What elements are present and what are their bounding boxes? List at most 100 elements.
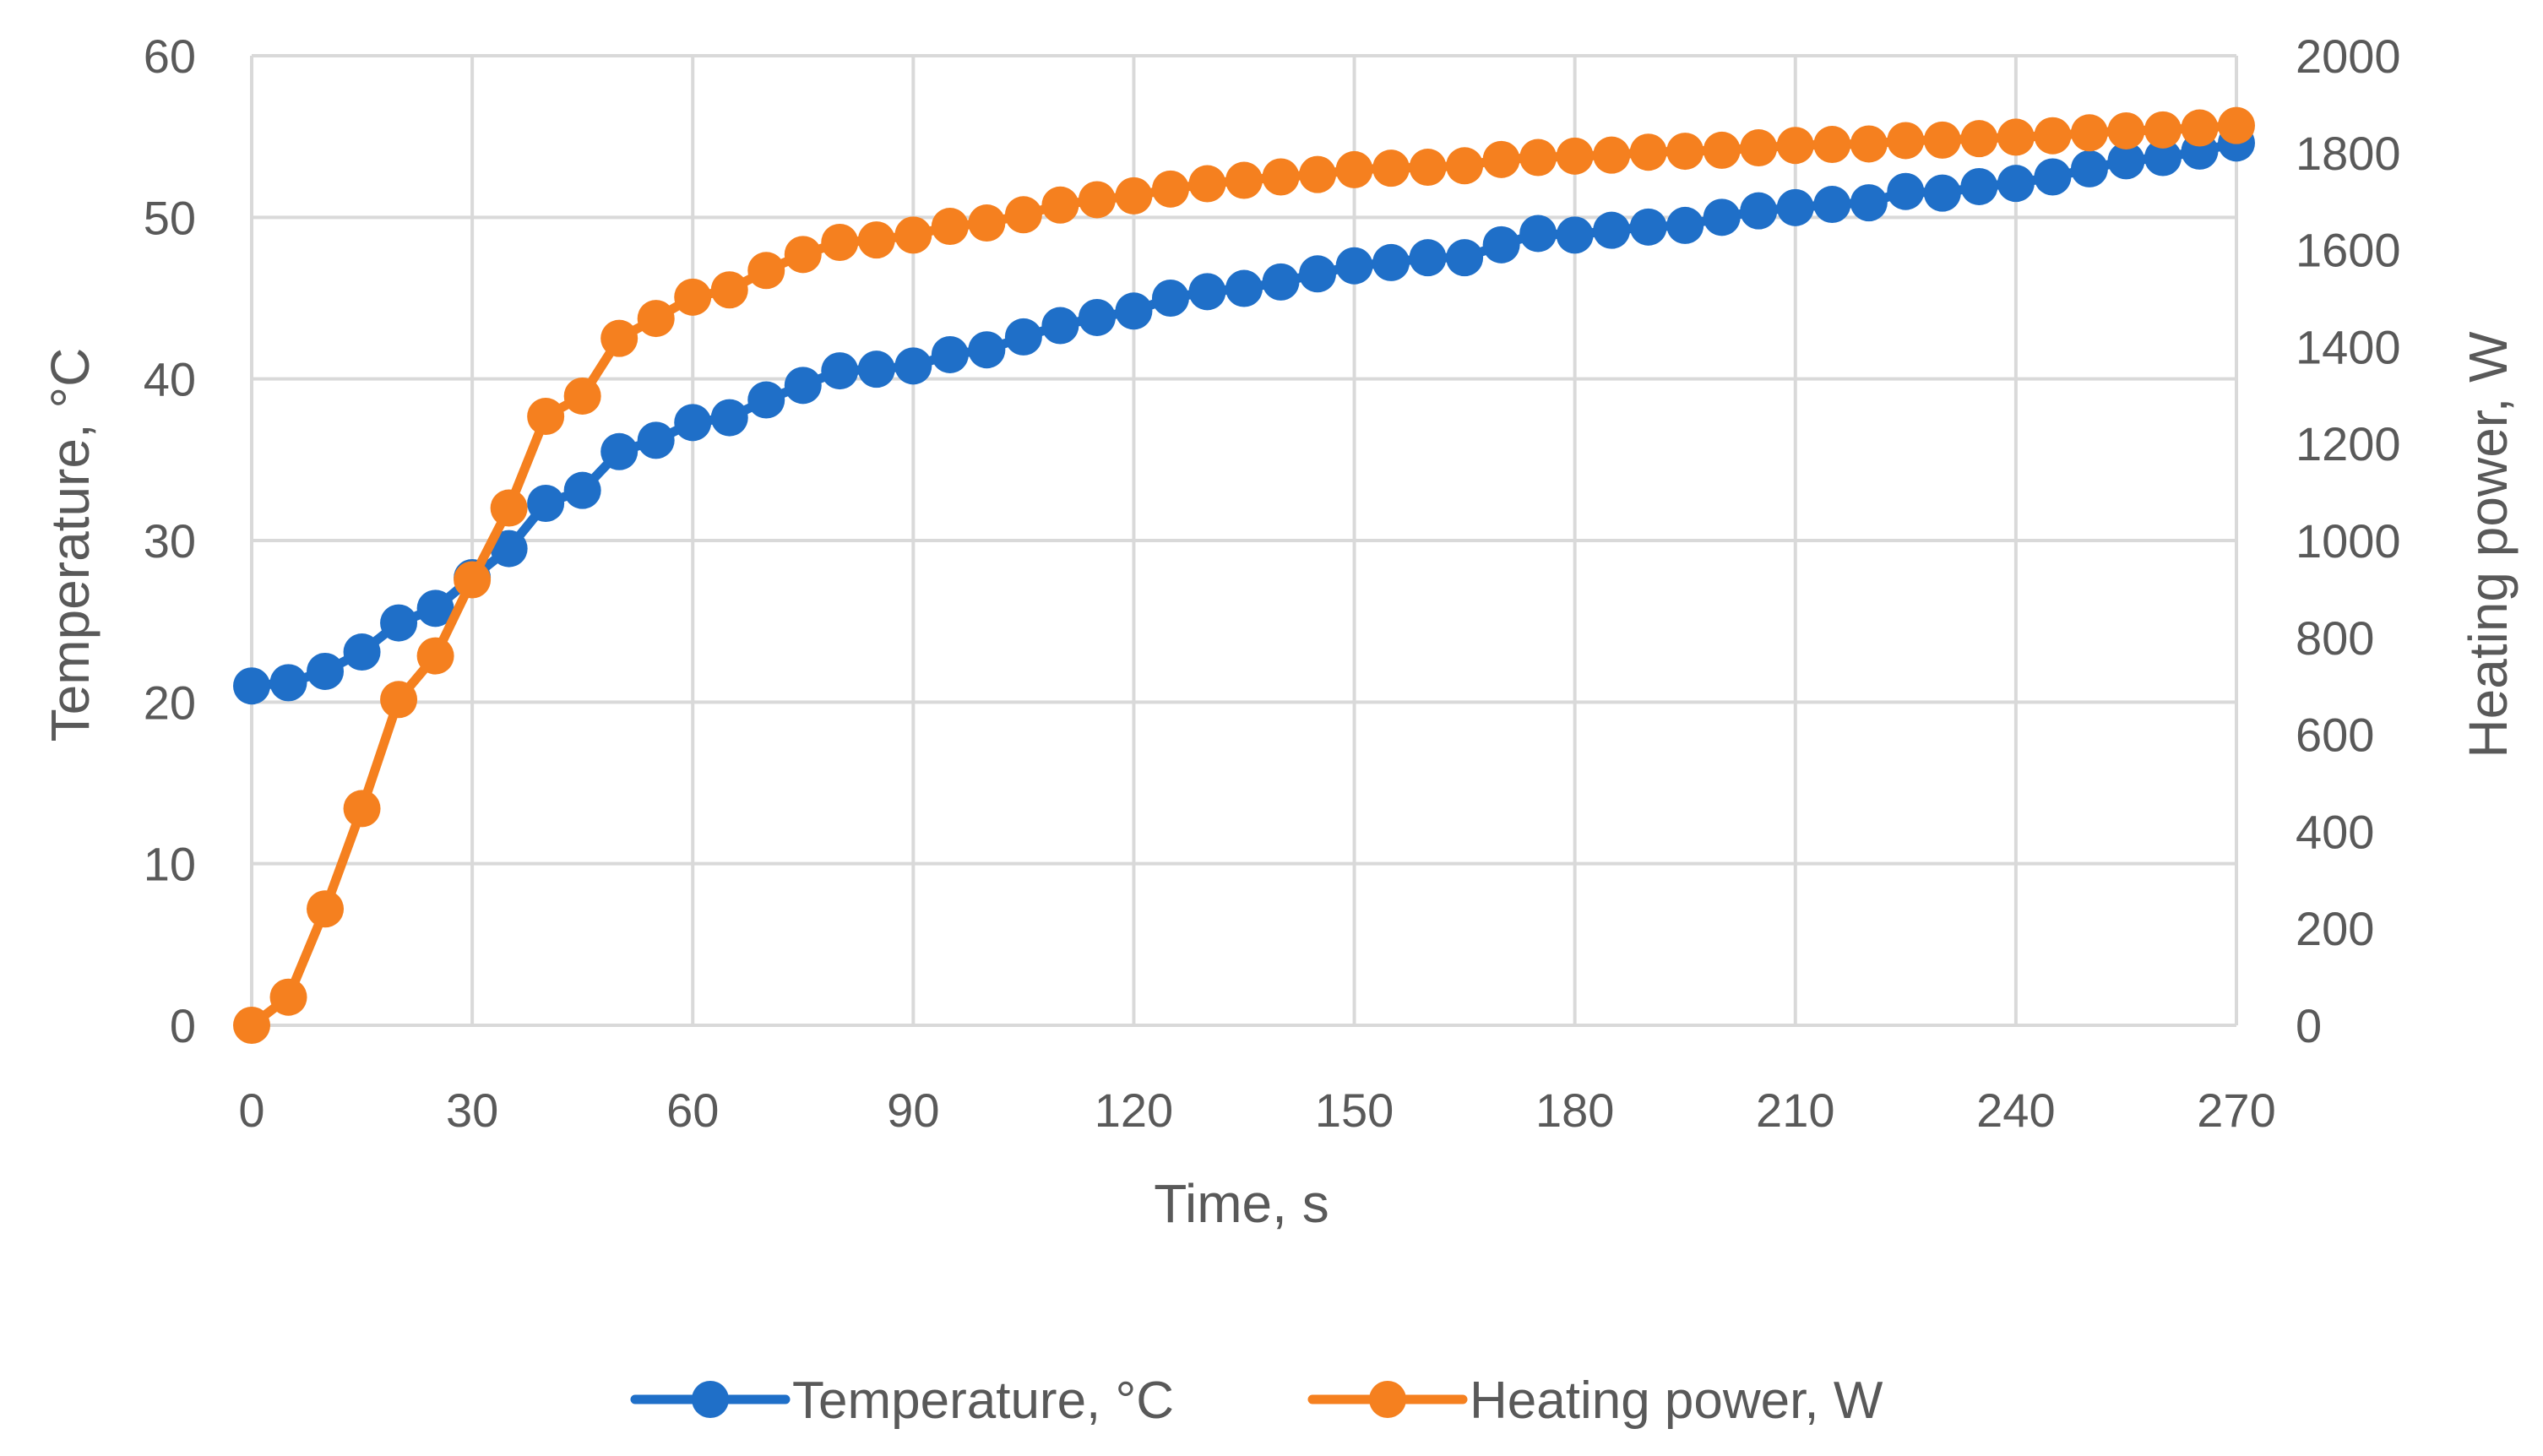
data-point-heating-power: [2144, 111, 2182, 149]
data-point-heating-power: [1004, 196, 1042, 234]
data-point-temperature: [784, 367, 822, 405]
legend-item-heating-power: Heating power, W: [1307, 1372, 1883, 1430]
y-tick-label: 60: [144, 30, 196, 83]
series-temperature: [233, 124, 2255, 705]
data-point-heating-power: [563, 377, 601, 415]
y2-tick-label: 1800: [2296, 127, 2401, 180]
data-point-temperature: [1225, 269, 1263, 307]
data-point-heating-power: [1225, 161, 1263, 199]
data-point-temperature: [1041, 307, 1079, 345]
data-point-temperature: [931, 335, 969, 373]
data-point-temperature: [307, 652, 345, 690]
data-point-temperature: [233, 667, 270, 705]
data-point-temperature: [1004, 318, 1042, 356]
y2-tick-label: 1000: [2296, 514, 2401, 568]
data-point-temperature: [1556, 216, 1594, 254]
data-point-heating-power: [380, 681, 418, 719]
x-tick-label: 210: [1756, 1084, 1834, 1137]
data-point-heating-power: [1703, 131, 1741, 169]
data-point-temperature: [2107, 142, 2145, 180]
data-point-temperature: [416, 589, 454, 627]
data-point-heating-power: [1850, 125, 1888, 163]
data-point-temperature: [894, 347, 932, 385]
y2-tick-label: 400: [2296, 805, 2374, 858]
y-tick-label: 10: [144, 838, 196, 891]
data-point-heating-power: [1188, 165, 1226, 203]
y2-tick-label: 1200: [2296, 417, 2401, 470]
data-point-heating-power: [2107, 111, 2145, 149]
data-point-heating-power: [600, 319, 638, 357]
data-point-heating-power: [1372, 149, 1410, 187]
data-point-temperature: [343, 633, 381, 671]
data-point-heating-power: [2181, 109, 2219, 147]
data-point-heating-power: [1593, 136, 1631, 174]
y2-tick-label: 800: [2296, 611, 2374, 665]
legend: Temperature, °C Heating power, W: [630, 1372, 1883, 1430]
data-point-heating-power: [1262, 158, 1300, 196]
data-point-heating-power: [1740, 129, 1778, 167]
data-point-heating-power: [454, 561, 492, 599]
data-point-temperature: [821, 352, 859, 390]
data-point-heating-power: [1813, 126, 1851, 164]
data-point-temperature: [1740, 192, 1778, 230]
data-point-temperature: [2034, 158, 2072, 196]
data-point-temperature: [1519, 215, 1557, 253]
data-point-temperature: [1703, 198, 1741, 236]
x-tick-label: 270: [2197, 1084, 2275, 1137]
data-point-heating-power: [1997, 118, 2035, 156]
series-heating-power: [233, 106, 2255, 1044]
y2-tick-label: 1600: [2296, 224, 2401, 277]
x-tick-label: 150: [1315, 1084, 1394, 1137]
data-point-heating-power: [1446, 147, 1484, 185]
data-point-temperature: [747, 381, 785, 419]
data-point-temperature: [1372, 243, 1410, 281]
y-axis-title: Temperature, °C: [40, 348, 101, 742]
legend-marker-temperature: [692, 1381, 729, 1418]
x-tick-label: 90: [887, 1084, 939, 1137]
data-point-temperature: [380, 604, 418, 642]
data-point-heating-power: [857, 221, 895, 259]
legend-marker-heating-power: [1369, 1381, 1406, 1418]
y2-tick-label: 200: [2296, 902, 2374, 955]
data-point-temperature: [1446, 239, 1484, 277]
data-point-heating-power: [1409, 149, 1447, 187]
x-tick-label: 0: [238, 1084, 264, 1137]
data-point-temperature: [1335, 247, 1373, 285]
data-point-temperature: [269, 664, 307, 702]
data-point-temperature: [1813, 186, 1851, 224]
y-tick-label: 40: [144, 353, 196, 406]
data-point-temperature: [674, 404, 712, 442]
data-point-temperature: [1960, 167, 1998, 205]
data-point-heating-power: [269, 978, 307, 1016]
data-point-temperature: [600, 432, 638, 470]
data-point-temperature: [490, 530, 528, 568]
y-tick-label: 30: [144, 514, 196, 568]
data-point-temperature: [1850, 184, 1888, 222]
data-point-heating-power: [490, 489, 528, 527]
legend-item-temperature: Temperature, °C: [630, 1372, 1174, 1430]
data-point-heating-power: [233, 1007, 270, 1044]
y2-tick-label: 2000: [2296, 30, 2401, 83]
data-point-heating-power: [343, 790, 381, 828]
x-tick-label: 180: [1535, 1084, 1614, 1137]
data-point-heating-power: [1482, 140, 1520, 178]
data-point-heating-power: [894, 216, 932, 254]
data-point-temperature: [857, 350, 895, 388]
data-point-heating-power: [416, 637, 454, 675]
x-tick-label: 60: [666, 1084, 719, 1137]
data-point-heating-power: [2218, 106, 2255, 144]
data-point-temperature: [1482, 225, 1520, 263]
x-tick-label: 240: [1976, 1084, 2055, 1137]
data-point-heating-power: [2070, 114, 2108, 152]
x-tick-label: 30: [446, 1084, 498, 1137]
y2-tick-label: 600: [2296, 709, 2374, 762]
series-layer: [233, 106, 2255, 1044]
data-point-heating-power: [710, 271, 748, 309]
data-point-heating-power: [784, 236, 822, 274]
data-point-heating-power: [637, 300, 675, 338]
data-point-temperature: [1666, 206, 1704, 244]
data-point-temperature: [1593, 211, 1631, 249]
data-point-temperature: [1115, 292, 1153, 330]
legend-label-temperature: Temperature, °C: [792, 1372, 1174, 1430]
data-point-temperature: [1262, 263, 1300, 301]
